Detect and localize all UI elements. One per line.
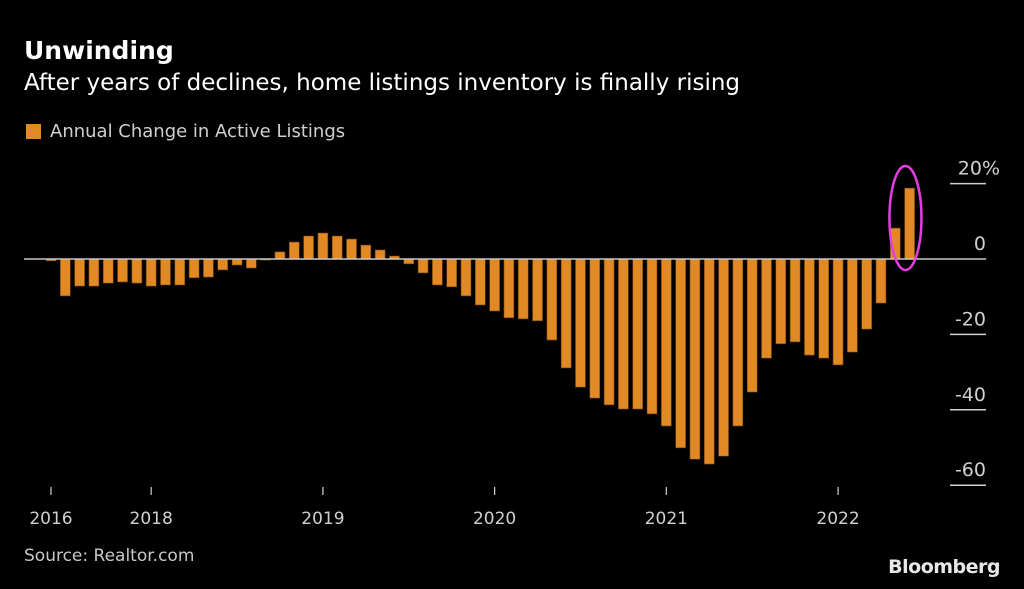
bar: [317, 232, 329, 260]
bar: [217, 258, 229, 271]
bar: [661, 258, 672, 427]
y-tick-label: 0: [974, 233, 986, 255]
bar: [446, 258, 457, 288]
highlight-ellipse: [888, 164, 923, 272]
x-tick-label: 2021: [645, 509, 688, 529]
bar: [303, 235, 314, 260]
legend: Annual Change in Active Listings: [26, 121, 345, 142]
bar: [203, 258, 214, 278]
bar: [861, 258, 872, 330]
bar: [532, 258, 543, 322]
bar: [188, 258, 200, 279]
bar: [102, 258, 114, 284]
bar: [117, 258, 128, 283]
bar: [575, 258, 586, 388]
bar: [274, 251, 286, 260]
bar: [546, 258, 558, 341]
bar: [88, 258, 100, 287]
y-tick-label: -20: [955, 308, 986, 330]
x-tick-label: 2020: [473, 509, 516, 529]
bar: [517, 258, 529, 320]
bar: [288, 241, 300, 260]
bar: [703, 258, 715, 465]
bar: [689, 258, 701, 460]
x-tick-label: 2016: [29, 509, 72, 529]
bar: [589, 258, 601, 399]
legend-swatch: [26, 124, 41, 139]
bar: [474, 258, 486, 306]
legend-label: Annual Change in Active Listings: [50, 121, 346, 142]
bar: [489, 258, 500, 312]
bar: [775, 258, 787, 345]
bar: [346, 238, 357, 260]
bar: [60, 258, 71, 297]
y-tick-label: 20%: [958, 158, 1000, 180]
chart-subtitle: After years of declines, home listings i…: [24, 70, 741, 96]
bar: [145, 258, 157, 287]
bar: [360, 244, 372, 260]
chart-title: Unwinding: [24, 36, 174, 65]
bar: [804, 258, 815, 356]
bar: [331, 235, 343, 260]
x-tick-label: 2019: [301, 509, 344, 529]
bar: [560, 258, 572, 369]
bar: [875, 258, 887, 304]
x-tick-label: 2018: [130, 509, 173, 529]
bar: [503, 258, 515, 319]
y-tick-label: -60: [955, 459, 986, 481]
bar: [160, 258, 171, 286]
bar: [618, 258, 629, 410]
bar: [432, 258, 443, 286]
y-tick-label: -40: [955, 384, 986, 406]
bar: [374, 249, 386, 260]
bar: [646, 258, 658, 415]
bar: [417, 258, 429, 274]
bar: [732, 258, 744, 427]
bar: [718, 258, 729, 457]
source-note: Source: Realtor.com: [24, 546, 195, 566]
bar: [231, 258, 243, 266]
bar: [904, 187, 915, 260]
bar: [632, 258, 644, 410]
bar: [603, 258, 615, 406]
bar: [675, 258, 686, 449]
bar: [818, 258, 830, 359]
bar: [131, 258, 143, 284]
x-tick-label: 2022: [816, 509, 859, 529]
bar: [789, 258, 801, 343]
bar: [460, 258, 472, 297]
bar: [246, 258, 257, 269]
bar: [74, 258, 85, 287]
bloomberg-logo: Bloomberg: [888, 556, 1000, 578]
bar: [761, 258, 772, 359]
bar: [746, 258, 758, 393]
bar: [174, 258, 186, 286]
bar: [847, 258, 858, 353]
bar: [832, 258, 844, 366]
